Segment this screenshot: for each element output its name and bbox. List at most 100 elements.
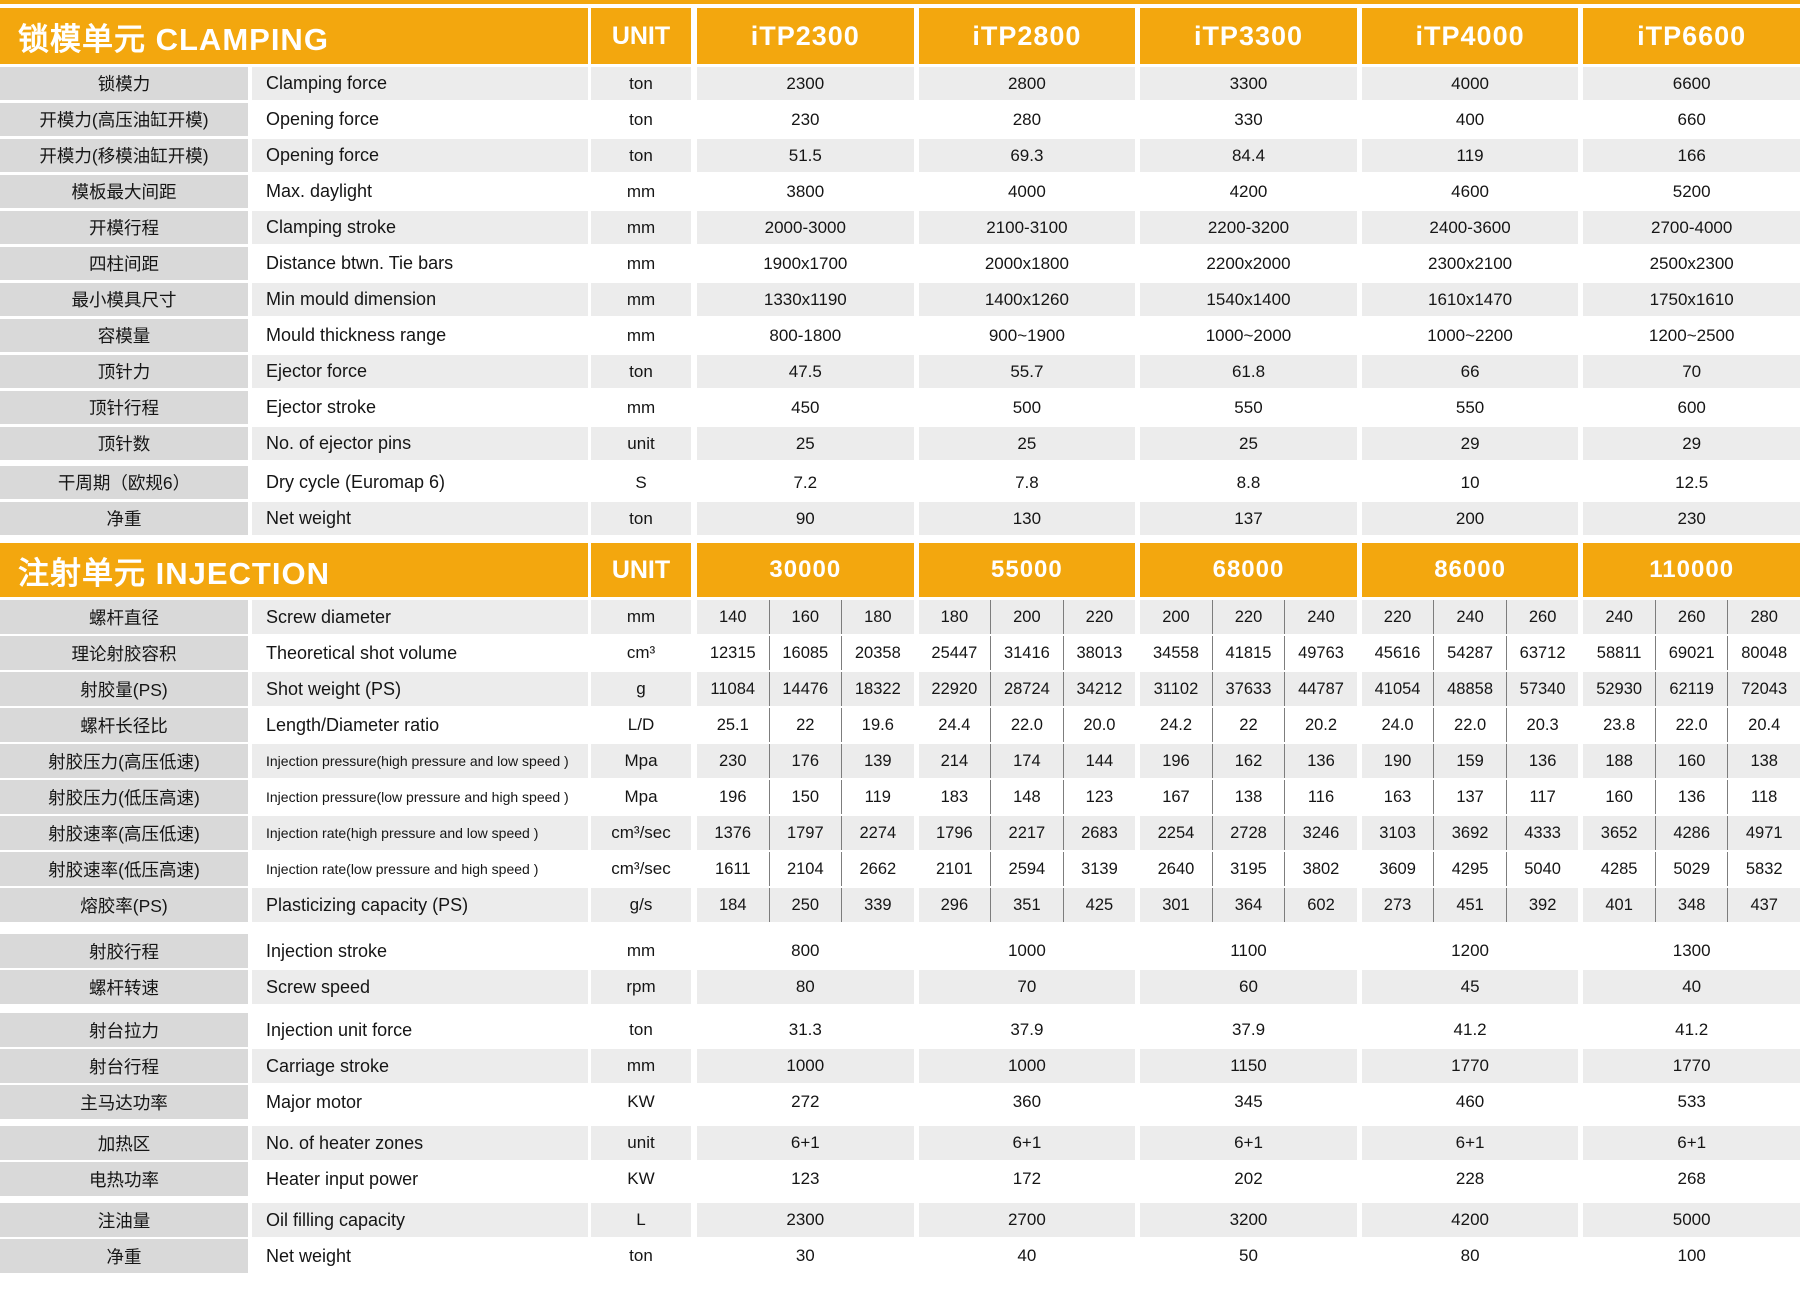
value-cell: 3609 4295 5040 — [1361, 852, 1579, 886]
value-subcell: 163 — [1383, 787, 1412, 806]
value-subcell: 160 — [768, 600, 842, 634]
value-subcell: 214 — [940, 751, 969, 770]
value-subcell: 240 — [1605, 607, 1633, 626]
value-subcell: 2254 — [1157, 823, 1195, 842]
value-cell: 450 — [697, 391, 914, 424]
value-cell: 184 250 339 — [697, 888, 914, 922]
value-cell: 130 — [918, 502, 1136, 535]
value-subcell: 5832 — [1727, 852, 1800, 886]
row-label-cn: 开模力(高压油缸开模) — [0, 103, 248, 136]
row-values: 30 40 50 80 100 — [697, 1239, 1800, 1273]
value-cell: 2254 2728 3246 — [1140, 816, 1357, 850]
value-cell: 330 — [1140, 103, 1357, 136]
value-cell: 167 138 116 — [1140, 780, 1357, 814]
value-cell: 1000 — [918, 934, 1136, 968]
row-unit: ton — [591, 103, 691, 136]
row-unit: KW — [591, 1085, 691, 1119]
value-cell: 230 — [1583, 502, 1800, 535]
value-cell: 2300 — [697, 67, 914, 100]
value-subcell: 220 — [1062, 600, 1136, 634]
value-subcell: 25447 — [931, 643, 978, 662]
value-cell: 3300 — [1140, 67, 1357, 100]
value-cell: 1376 1797 2274 — [697, 816, 914, 850]
model-header: iTP6600 — [1583, 8, 1800, 64]
value-cell: 6+1 — [918, 1126, 1136, 1160]
spec-row: 开模行程 Clamping stroke mm 2000-3000 2100-3100 2… — [0, 211, 1800, 244]
value-cell: 272 — [697, 1085, 914, 1119]
value-cell: 37.9 — [1140, 1013, 1357, 1047]
row-values: 51.5 69.3 84.4 119 166 — [697, 139, 1800, 172]
value-cell: 41054 48858 57340 — [1361, 672, 1579, 706]
row-values: 7.2 7.8 8.8 10 12.5 — [697, 466, 1800, 499]
value-cell: 51.5 — [697, 139, 914, 172]
value-cell: 2300x2100 — [1361, 247, 1579, 280]
value-subcell: 144 — [1062, 744, 1136, 778]
value-subcell: 2683 — [1062, 816, 1136, 850]
value-subcell: 24.0 — [1381, 715, 1414, 734]
value-subcell: 3609 — [1379, 859, 1416, 878]
value-cell: 1000~2200 — [1361, 319, 1579, 352]
row-values: 47.5 55.7 61.8 66 70 — [697, 355, 1800, 388]
value-subcell: 260 — [1654, 600, 1728, 634]
row-unit: ton — [591, 1013, 691, 1047]
row-unit: rpm — [591, 970, 691, 1004]
row-values: 140 160 180 180 200 220 200 220 240 220 240 260 240 2… — [697, 600, 1800, 634]
value-subcell: 176 — [768, 744, 842, 778]
value-cell: 29 — [1361, 427, 1579, 460]
value-cell: 1100 — [1140, 934, 1357, 968]
value-cell: 69.3 — [918, 139, 1136, 172]
value-subcell: 25.1 — [716, 715, 749, 734]
value-subcell: 72043 — [1727, 672, 1800, 706]
value-cell: 188 160 138 — [1583, 744, 1800, 778]
row-values: 2000-3000 2100-3100 2200-3200 2400-3600 2700… — [697, 211, 1800, 244]
value-subcell: 136 — [1284, 744, 1357, 778]
value-cell: 660 — [1583, 103, 1800, 136]
value-cell: 230 176 139 — [697, 744, 914, 778]
value-cell: 7.8 — [918, 466, 1136, 499]
model-header: iTP2800 — [918, 8, 1136, 64]
value-cell: 360 — [918, 1085, 1136, 1119]
row-label-cn: 加热区 — [0, 1126, 248, 1160]
value-cell: 345 — [1140, 1085, 1357, 1119]
value-cell: 3103 3692 4333 — [1361, 816, 1579, 850]
value-subcell: 24.2 — [1159, 715, 1193, 734]
row-label-cn: 净重 — [0, 502, 248, 535]
row-unit: KW — [591, 1162, 691, 1196]
value-subcell: 280 — [1727, 600, 1800, 634]
value-subcell: 180 — [841, 600, 914, 634]
value-subcell: 57340 — [1505, 672, 1579, 706]
row-label-en: Net weight — [252, 1239, 588, 1273]
value-subcell: 3652 — [1600, 823, 1638, 842]
value-cell: 2100-3100 — [918, 211, 1136, 244]
value-cell: 25 — [918, 427, 1136, 460]
value-subcell: 20358 — [841, 636, 914, 670]
spec-row: 射胶速率(低压高速) Injection rate(low pressure an… — [0, 852, 1800, 886]
spec-row: 射台拉力 Injection unit force ton 31.3 37.9 37.9 4… — [0, 1013, 1800, 1047]
spec-row: 四柱间距 Distance btwn. Tie bars mm 1900x1700 20… — [0, 247, 1800, 280]
row-label-cn: 主马达功率 — [0, 1085, 248, 1119]
row-values: 1611 2104 2662 2101 2594 3139 2640 3195 3802 3609… — [697, 852, 1800, 886]
spec-row: 射胶速率(高压低速) Injection rate(high pressure a… — [0, 816, 1800, 850]
spec-row: 干周期（欧规6） Dry cycle (Euromap 6) S 7.2 7.8 8.8 1… — [0, 466, 1800, 499]
value-cell: 3652 4286 4971 — [1583, 816, 1800, 850]
value-subcell: 2640 — [1157, 859, 1195, 878]
row-values: 6+1 6+1 6+1 6+1 6+1 — [697, 1126, 1800, 1160]
value-cell: 45 — [1361, 970, 1579, 1004]
spec-row: 射胶行程 Injection stroke mm 800 1000 1100 1200 130… — [0, 934, 1800, 968]
spec-row: 顶针力 Ejector force ton 47.5 55.7 61.8 66 70 — [0, 355, 1800, 388]
value-subcell: 180 — [940, 607, 969, 626]
value-subcell: 80048 — [1727, 636, 1800, 670]
value-subcell: 159 — [1433, 744, 1506, 778]
value-cell: 1300 — [1583, 934, 1800, 968]
value-cell: 500 — [918, 391, 1136, 424]
value-cell: 1400x1260 — [918, 283, 1136, 316]
value-subcell: 123 — [1062, 780, 1136, 814]
row-values: 80 70 60 45 40 — [697, 970, 1800, 1004]
row-label-en: No. of ejector pins — [252, 427, 588, 460]
row-values: 1000 1000 1150 1770 1770 — [697, 1049, 1800, 1083]
value-cell: 47.5 — [697, 355, 914, 388]
row-label-en: Major motor — [252, 1085, 588, 1119]
value-subcell: 301 — [1162, 895, 1190, 914]
value-subcell: 12315 — [709, 643, 756, 662]
